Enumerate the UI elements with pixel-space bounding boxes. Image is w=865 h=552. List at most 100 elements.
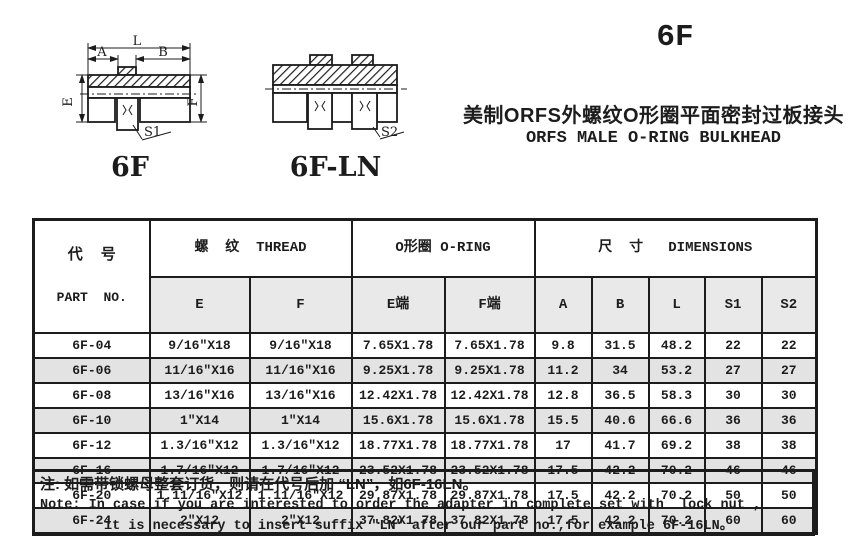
table-row: 6F-24 2″X12 2″X12 37.82X1.78 37.82X1.78 17.5 4… xyxy=(32,507,818,535)
table-cell: 17.5 xyxy=(533,482,593,510)
table-cell: 6F-08 xyxy=(32,382,151,410)
table-cell: 60 xyxy=(703,507,763,535)
table-cell: 38 xyxy=(703,432,763,460)
table-cell: 70.2 xyxy=(647,482,706,510)
table-cell: 18.77X1.78 xyxy=(443,432,536,460)
table-cell: 37.82X1.78 xyxy=(350,507,446,535)
table-cell: 7.65X1.78 xyxy=(443,332,536,360)
table-cell: 36 xyxy=(760,407,818,435)
table-group-header-row: 代 号 PART NO. 螺 纹 THREAD O形圈 O-RING 尺 寸 D… xyxy=(32,218,818,335)
table-cell: 1″X14 xyxy=(248,407,353,435)
table-row: 6F-08 13/16″X16 13/16″X16 12.42X1.78 12.42X1… xyxy=(32,382,818,410)
table-body: 6F-04 9/16″X18 9/16″X18 7.65X1.78 7.65X1.78 9… xyxy=(32,332,818,535)
table-cell: 37.82X1.78 xyxy=(443,507,536,535)
table-cell: 36 xyxy=(703,407,763,435)
drawing-caption-6f-ln: 6F-LN xyxy=(289,152,382,183)
dim-label-b: B xyxy=(158,45,168,60)
table-cell: 27 xyxy=(760,357,818,385)
table-cell: 50 xyxy=(703,482,763,510)
drawing-caption-6f: 6F xyxy=(111,152,149,183)
table-cell: 1″X14 xyxy=(148,407,251,435)
table-cell: 12.42X1.78 xyxy=(443,382,536,410)
table-cell: 42.2 xyxy=(590,482,650,510)
table-cell: 38 xyxy=(760,432,818,460)
table-cell: 60 xyxy=(760,507,818,535)
part-no-label-en: PART NO. xyxy=(56,290,127,306)
column-header-e: E xyxy=(148,275,251,335)
part-no-label-cn: 代 号 xyxy=(67,247,116,265)
table-cell: 29.87X1.78 xyxy=(350,482,446,510)
table-cell: 17 xyxy=(533,432,593,460)
table-cell: 15.6X1.78 xyxy=(443,407,536,435)
table-subheader-row: E F E端 F端 A B L S1 S2 xyxy=(34,275,818,335)
table-cell: 1.11/16″X12 xyxy=(148,482,251,510)
table-cell: 1.3/16″X12 xyxy=(148,432,251,460)
table-cell: 66.6 xyxy=(647,407,706,435)
table-cell: 6F-10 xyxy=(32,407,151,435)
column-header-part-no: 代 号 PART NO. xyxy=(32,218,151,335)
table-cell: 6F-24 xyxy=(32,507,151,535)
table-row: 6F-20 1.11/16″X12 1.11/16″X12 29.87X1.78 29.… xyxy=(32,482,818,510)
table-cell: 40.6 xyxy=(590,407,650,435)
page-title-english: ORFS MALE O-RING BULKHEAD xyxy=(525,129,782,148)
column-header-f: F xyxy=(248,275,353,335)
table-row: 6F-04 9/16″X18 9/16″X18 7.65X1.78 7.65X1.78 9… xyxy=(32,332,818,360)
group-header-thread: 螺 纹 THREAD xyxy=(148,218,353,278)
note-line-english-1: Note: In case if you are interested to o… xyxy=(40,498,762,513)
table-cell: 18.77X1.78 xyxy=(350,432,446,460)
column-header-e-end: E端 xyxy=(350,275,446,335)
table-cell: 9.25X1.78 xyxy=(350,357,446,385)
table-cell: 22 xyxy=(703,332,763,360)
table-cell: 15.5 xyxy=(533,407,593,435)
table-cell: 36.5 xyxy=(590,382,650,410)
table-row: 6F-12 1.3/16″X12 1.3/16″X12 18.77X1.78 18.77… xyxy=(32,432,818,460)
table-cell: 6F-06 xyxy=(32,357,151,385)
series-code: 6F xyxy=(656,20,694,55)
column-header-s1: S1 xyxy=(703,275,763,335)
table-cell: 31.5 xyxy=(590,332,650,360)
table-cell: 6F-12 xyxy=(32,432,151,460)
wrench-label-s1: S1 xyxy=(144,125,161,140)
dimensions-table: 代 号 PART NO. 螺 纹 THREAD O形圈 O-RING 尺 寸 D… xyxy=(32,218,819,536)
table-cell: 9/16″X18 xyxy=(248,332,353,360)
dim-label-a: A xyxy=(96,45,107,60)
column-header-a: A xyxy=(533,275,593,335)
table-cell: 69.2 xyxy=(647,432,706,460)
table-cell: 48.2 xyxy=(647,332,706,360)
dim-label-l: L xyxy=(133,34,142,49)
note-box: 注: 如需带锁螺母整套订货，则请在代号后加 “LN”，如6F-16LN。 Not… xyxy=(32,469,815,536)
table-row: 6F-06 11/16″X16 11/16″X16 9.25X1.78 9.25X1.7… xyxy=(32,357,818,385)
table-cell: 70.2 xyxy=(647,507,706,535)
note-line-english-2: it is necessary to insert suffix ″LN″ af… xyxy=(104,519,734,534)
table-cell: 2″X12 xyxy=(248,507,353,535)
table-cell: 11/16″X16 xyxy=(148,357,251,385)
dim-label-f: F xyxy=(186,97,201,106)
table-cell: 1.11/16″X12 xyxy=(248,482,353,510)
table-cell: 9.8 xyxy=(533,332,593,360)
table-cell: 2″X12 xyxy=(148,507,251,535)
table-cell: 41.7 xyxy=(590,432,650,460)
note-line-chinese: 注: 如需带锁螺母整套订货，则请在代号后加 “LN”，如6F-16LN。 xyxy=(40,476,478,493)
group-header-oring: O形圈 O-RING xyxy=(350,218,536,278)
table-cell: 50 xyxy=(760,482,818,510)
dim-label-e: E xyxy=(61,97,76,107)
table-cell: 42.2 xyxy=(590,507,650,535)
table-cell: 11/16″X16 xyxy=(248,357,353,385)
table-cell: 6F-04 xyxy=(32,332,151,360)
table-cell: 22 xyxy=(760,332,818,360)
table-cell: 13/16″X16 xyxy=(148,382,251,410)
table-cell: 11.2 xyxy=(533,357,593,385)
column-header-s2: S2 xyxy=(760,275,818,335)
table-cell: 6F-20 xyxy=(32,482,151,510)
table-cell: 15.6X1.78 xyxy=(350,407,446,435)
table-cell: 30 xyxy=(703,382,763,410)
table-cell: 58.3 xyxy=(647,382,706,410)
column-header-b: B xyxy=(590,275,650,335)
page-title-chinese: 美制ORFS外螺纹O形圈平面密封过板接头 xyxy=(462,105,845,127)
table-cell: 27 xyxy=(703,357,763,385)
technical-drawing-6f: L A B E F S1 xyxy=(61,34,207,141)
table-row: 6F-10 1″X14 1″X14 15.6X1.78 15.6X1.78 15.5 40.… xyxy=(32,407,818,435)
wrench-label-s2: S2 xyxy=(381,125,398,140)
table-cell: 1.3/16″X12 xyxy=(248,432,353,460)
